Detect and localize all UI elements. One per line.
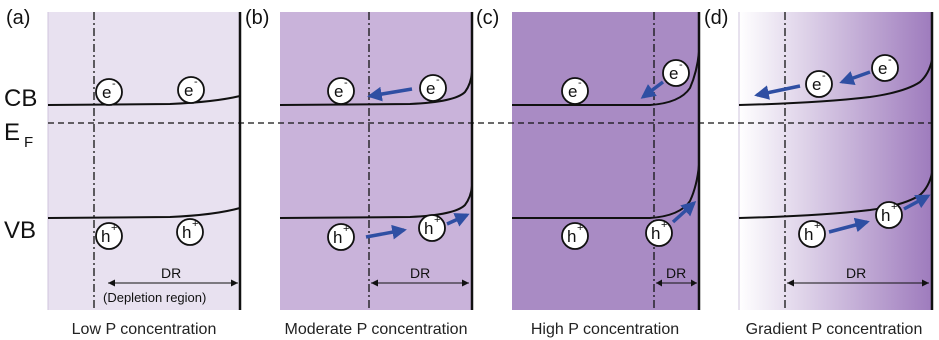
svg-text:+: + (814, 220, 820, 232)
panel-a-hole-2: h + (176, 218, 204, 246)
svg-text:+: + (343, 223, 349, 235)
svg-text:h: h (651, 224, 660, 243)
conduction-band-label: CB (4, 85, 37, 112)
svg-text:e: e (334, 82, 343, 101)
panel-c-hole-arrow (671, 201, 697, 224)
panel-c: (c) e - e - h + h + DR (476, 7, 701, 310)
panel-c-hole-1: h + (561, 222, 589, 250)
panel-d-hole-arrow-1 (828, 217, 870, 234)
panel-a-electron-1: e - (95, 78, 123, 106)
svg-text:e: e (426, 79, 435, 98)
panel-d-conduction-band (738, 59, 933, 106)
panel-c-valence-band (512, 164, 700, 219)
svg-text:e: e (568, 82, 577, 101)
panel-d-dr-label: DR (846, 265, 866, 281)
panel-c-conduction-band (512, 51, 700, 106)
svg-text:e: e (102, 83, 111, 102)
panel-a-conduction-band (47, 95, 241, 106)
svg-text:-: - (436, 74, 440, 86)
panel-d-electron-arrow-2 (754, 84, 801, 100)
panel-c-electron-2: e - (662, 59, 690, 87)
panel-d-electron-1: e - (805, 70, 833, 98)
panel-b-electron-arrow (367, 86, 413, 102)
svg-text:+: + (111, 222, 117, 234)
panel-d-hole-2: h + (875, 201, 903, 229)
svg-text:+: + (577, 222, 583, 234)
panel-b-conduction-band (279, 71, 473, 106)
panel-d-hole-arrow-2 (903, 194, 931, 211)
panel-d-hole-1: h + (798, 220, 826, 248)
panel-b-electron-2: e - (419, 74, 447, 102)
panel-a-electron-2: e - (177, 76, 205, 104)
svg-text:h: h (101, 227, 110, 246)
svg-text:h: h (424, 219, 433, 238)
svg-text:-: - (194, 76, 198, 88)
panel-c-dr-label: DR (666, 265, 686, 281)
svg-text:e: e (812, 75, 821, 94)
panel-b-electron-1: e - (327, 77, 355, 105)
svg-text:+: + (661, 219, 667, 231)
svg-text:h: h (881, 206, 890, 225)
panel-b-hole-1: h + (327, 223, 355, 251)
panel-b-letter: (b) (245, 7, 269, 29)
panel-a-background (48, 12, 240, 310)
svg-text:h: h (567, 227, 576, 246)
panel-d-caption: Gradient P concentration (746, 321, 923, 338)
panel-b-caption: Moderate P concentration (285, 321, 468, 338)
panel-a-valence-band (47, 207, 241, 219)
panel-c-electron-arrow (640, 80, 665, 99)
panel-d: (d) e - e - h + h + DR (704, 7, 934, 310)
panel-c-letter: (c) (476, 7, 499, 29)
svg-text:-: - (679, 59, 683, 71)
svg-text:h: h (333, 228, 342, 247)
svg-text:-: - (822, 70, 826, 82)
panel-b-hole-2: h + (418, 214, 446, 242)
svg-text:-: - (344, 77, 348, 89)
panel-a-dr-label: DR (161, 265, 181, 281)
panel-b-hole-arrow-1 (365, 224, 407, 240)
panel-b: (b) e - e - h + h + DR (245, 7, 474, 310)
panel-b-hole-arrow-2 (446, 213, 470, 227)
svg-text:-: - (888, 54, 892, 66)
panel-c-hole-2: h + (645, 219, 673, 247)
svg-text:-: - (578, 77, 582, 89)
panel-d-background (739, 12, 932, 310)
panel-a-caption: Low P concentration (72, 321, 217, 338)
svg-text:+: + (192, 218, 198, 230)
svg-text:e: e (184, 81, 193, 100)
svg-text:-: - (112, 78, 116, 90)
svg-text:+: + (434, 214, 440, 226)
panel-b-dr-label: DR (410, 265, 430, 281)
svg-text:e: e (669, 64, 678, 83)
panel-a-dr-note: (Depletion region) (103, 290, 206, 305)
panel-c-caption: High P concentration (531, 321, 679, 338)
panel-b-background (280, 12, 472, 310)
panel-d-electron-arrow-1 (839, 70, 871, 85)
panel-a-hole-1: h + (95, 222, 123, 250)
valence-band-label: VB (4, 217, 36, 244)
svg-text:+: + (891, 201, 897, 213)
panel-c-background (512, 12, 699, 310)
panel-c-electron-1: e - (561, 77, 589, 105)
fermi-level-label: E (4, 119, 20, 146)
panel-a: (a) e - e - h + h + DR (Depletion region… (6, 7, 242, 310)
panel-d-letter: (d) (704, 7, 728, 29)
panel-d-electron-2: e - (871, 54, 899, 82)
fermi-level-subscript: F (24, 134, 33, 151)
svg-text:h: h (804, 225, 813, 244)
panel-a-letter: (a) (6, 7, 30, 29)
svg-text:h: h (182, 223, 191, 242)
svg-text:e: e (878, 59, 887, 78)
